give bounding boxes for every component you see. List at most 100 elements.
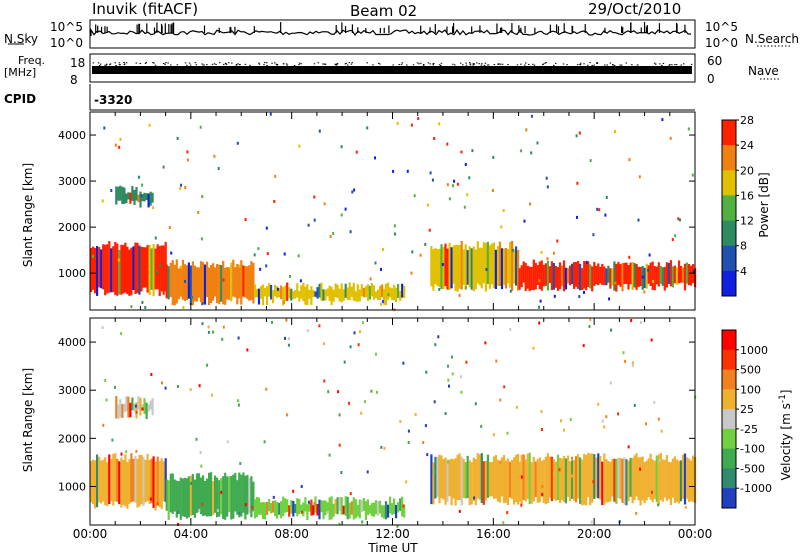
echo-speckle xyxy=(592,480,595,484)
echo-cell xyxy=(387,504,390,518)
nsky-tick-low: 10^0 xyxy=(50,36,83,50)
nave-dot xyxy=(576,64,579,66)
power-ylabel: Slant Range [km] xyxy=(21,163,35,267)
echo-cell xyxy=(116,458,119,502)
echo-cell xyxy=(391,288,394,300)
echo-cell xyxy=(478,454,481,500)
nave-dot xyxy=(544,62,546,64)
echo-cell xyxy=(554,265,557,288)
echo-speckle xyxy=(362,321,364,325)
echo-speckle xyxy=(658,459,661,463)
echo-cell xyxy=(150,458,153,504)
nave-dot xyxy=(499,63,502,65)
nave-dot xyxy=(202,64,205,66)
echo-cell xyxy=(298,498,301,515)
nave-dot xyxy=(377,62,380,64)
nave-dot xyxy=(282,63,285,65)
echo-speckle xyxy=(437,335,440,339)
colorbar-segment xyxy=(722,270,736,297)
echo-cell xyxy=(278,288,281,298)
colorbar-segment xyxy=(722,195,736,221)
echo-cell xyxy=(368,285,371,300)
echo-cell xyxy=(302,282,305,302)
echo-speckle xyxy=(141,300,144,304)
nave-dot xyxy=(109,63,112,65)
echo-cell xyxy=(302,502,305,517)
echo-cell xyxy=(234,472,237,512)
echo-speckle xyxy=(538,321,541,325)
echo-speckle xyxy=(238,512,241,515)
echo-cell xyxy=(128,249,131,296)
echo-cell xyxy=(104,244,107,296)
echo-cell xyxy=(203,480,207,516)
echo-speckle xyxy=(446,142,449,146)
echo-cell xyxy=(513,457,516,505)
colorbar-segment xyxy=(722,145,736,171)
nave-dot xyxy=(105,64,108,66)
nave-dot xyxy=(580,62,582,64)
echo-cell xyxy=(370,503,373,517)
xtick-label: 00:00 xyxy=(73,527,108,541)
echo-cell xyxy=(558,262,562,290)
echo-cell xyxy=(350,286,353,297)
echo-cell xyxy=(288,505,291,517)
echo-cell xyxy=(255,288,259,298)
echo-cell xyxy=(228,476,231,513)
echo-speckle xyxy=(405,480,408,484)
xtick-label: 00:00 xyxy=(678,527,713,541)
echo-speckle xyxy=(411,250,414,254)
echo-cell xyxy=(324,289,327,301)
nave-dot xyxy=(379,63,381,65)
nave-dot xyxy=(123,62,125,64)
xtick-label: 20:00 xyxy=(577,527,612,541)
echo-speckle xyxy=(140,194,143,198)
echo-cell xyxy=(115,396,118,419)
echo-cell xyxy=(124,242,127,293)
echo-cell xyxy=(195,473,199,513)
nave-dot xyxy=(162,63,165,65)
echo-speckle xyxy=(182,306,185,309)
echo-speckle xyxy=(238,264,241,268)
nave-dot xyxy=(690,63,693,65)
echo-cell xyxy=(645,460,648,501)
echo-cell xyxy=(132,246,135,290)
echo-cell xyxy=(403,504,406,518)
nave-dot xyxy=(323,63,326,65)
echo-cell xyxy=(122,244,125,294)
echo-speckle xyxy=(265,387,268,391)
echo-speckle xyxy=(448,384,450,388)
echo-speckle xyxy=(506,431,509,435)
echo-cell xyxy=(623,262,626,285)
echo-speckle xyxy=(298,144,301,148)
echo-cell xyxy=(643,267,646,289)
echo-cell xyxy=(575,262,578,287)
echo-cell xyxy=(564,458,568,504)
echo-speckle xyxy=(353,331,356,335)
echo-cell xyxy=(151,398,154,416)
echo-cell xyxy=(550,456,553,502)
echo-speckle xyxy=(110,189,113,192)
echo-cell xyxy=(197,473,201,512)
echo-cell xyxy=(340,283,343,303)
echo-cell xyxy=(112,246,115,293)
echo-cell xyxy=(137,194,140,203)
echo-speckle xyxy=(406,169,409,173)
echo-speckle xyxy=(119,137,122,141)
echo-cell xyxy=(312,290,315,298)
echo-cell xyxy=(486,241,489,284)
echo-cell xyxy=(532,456,535,502)
echo-cell xyxy=(504,248,508,289)
echo-cell xyxy=(609,268,612,289)
echo-speckle xyxy=(576,181,579,185)
echo-cell xyxy=(474,249,477,290)
echo-cell xyxy=(208,267,211,306)
echo-cell xyxy=(120,457,123,508)
echo-cell xyxy=(393,498,396,514)
nave-dot xyxy=(114,62,116,64)
echo-cell xyxy=(259,502,263,515)
echo-cell xyxy=(199,477,203,515)
echo-cell xyxy=(102,459,105,502)
echo-speckle xyxy=(200,464,203,468)
nave-dot xyxy=(350,63,353,65)
echo-speckle xyxy=(200,237,203,241)
